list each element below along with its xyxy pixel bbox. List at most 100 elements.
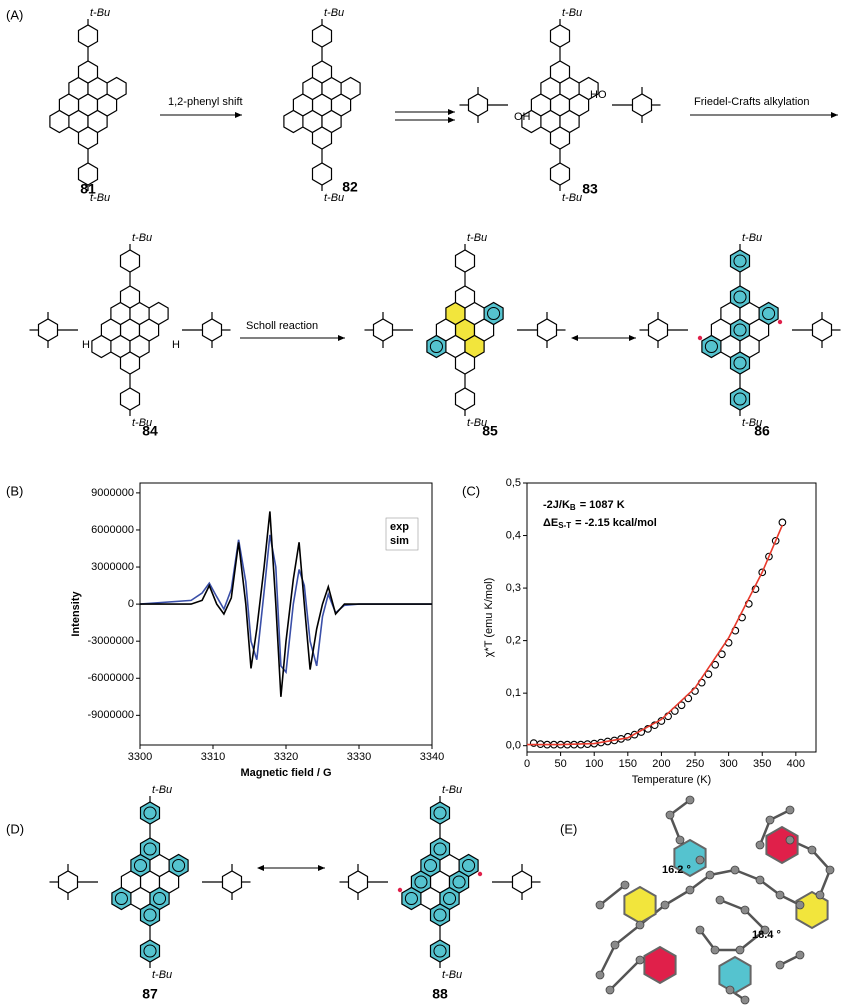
ring	[521, 109, 542, 134]
reaction-label: 1,2-phenyl shift	[168, 96, 243, 108]
ring	[429, 939, 451, 963]
x-tick-label: 100	[585, 758, 603, 770]
annotation: -2J/KB = 1087 K	[543, 499, 625, 512]
compound-number: 84	[142, 423, 158, 439]
data-point	[758, 568, 767, 577]
bond	[668, 814, 682, 841]
aromatic-ring	[433, 806, 447, 820]
substituent-label: t-Bu	[467, 232, 487, 244]
ring	[139, 939, 161, 963]
aromatic-ring	[733, 356, 747, 370]
x-tick-label: 150	[619, 758, 637, 770]
aromatic-ring	[143, 806, 157, 820]
bond	[811, 849, 831, 871]
ring	[77, 126, 99, 150]
atom	[785, 835, 795, 845]
ring	[647, 318, 669, 342]
panel-label: (E)	[560, 821, 577, 836]
substituent-label: t-Bu	[742, 417, 762, 429]
arrows	[160, 109, 838, 871]
atom	[710, 945, 720, 955]
x-axis-label: Temperature (K)	[632, 774, 711, 786]
bond	[739, 929, 766, 951]
y-tick-label: 0,2	[506, 635, 521, 647]
aromatic-ring	[143, 944, 157, 958]
aromatic-ring	[433, 944, 447, 958]
aromatic-ring	[429, 339, 443, 354]
annotation-text: ΔE	[543, 517, 558, 529]
compound-number: 81	[80, 181, 96, 197]
data-point	[630, 730, 639, 739]
x-tick-label: 3330	[347, 751, 371, 763]
substituent-label: t-Bu	[132, 417, 152, 429]
radical-dot	[397, 887, 403, 893]
y-tick-label: 0,5	[506, 477, 521, 489]
ring	[311, 162, 333, 186]
substituent-label: HO	[590, 89, 607, 101]
substituent-label: t-Bu	[442, 784, 462, 796]
aromatic-ring	[423, 858, 438, 873]
ring	[221, 870, 243, 894]
substituent-label: t-Bu	[562, 7, 582, 19]
atom	[605, 985, 615, 995]
atom	[765, 815, 775, 825]
x-tick-label: 0	[524, 758, 530, 770]
atom	[620, 880, 630, 890]
ring	[91, 334, 112, 359]
ring	[119, 285, 141, 309]
atom	[755, 840, 765, 850]
aromatic-ring	[172, 858, 186, 873]
ring	[77, 60, 99, 84]
y-tick-label: -9000000	[88, 709, 135, 721]
annotation-subscript: S-T	[558, 521, 571, 530]
ring	[765, 825, 799, 865]
atom	[740, 905, 750, 915]
y-tick-label: 9000000	[91, 487, 134, 499]
substituent-label: t-Bu	[742, 232, 762, 244]
ring	[701, 334, 722, 359]
panel-label: (A)	[6, 7, 23, 22]
ring	[729, 351, 751, 375]
bond	[734, 868, 761, 882]
ring	[340, 76, 361, 101]
bond	[664, 888, 691, 907]
x-tick-label: 400	[787, 758, 805, 770]
atom	[595, 900, 605, 910]
ring	[119, 351, 141, 375]
legend-entry: exp	[390, 521, 409, 533]
aromatic-ring	[433, 842, 447, 856]
ring	[139, 837, 161, 861]
ring	[454, 387, 476, 411]
data-point	[771, 536, 780, 545]
aromatic-ring	[404, 891, 418, 906]
ring	[549, 126, 571, 150]
ring	[811, 318, 833, 342]
ring	[549, 162, 571, 186]
ring	[467, 93, 489, 117]
y-tick-label: 0,1	[506, 687, 521, 699]
ring	[311, 60, 333, 84]
aromatic-ring	[487, 306, 501, 321]
atom	[825, 865, 835, 875]
radical-dot	[777, 319, 783, 325]
atom	[595, 970, 605, 980]
y-tick-label: -3000000	[88, 635, 135, 647]
ring	[119, 387, 141, 411]
data-point	[765, 552, 773, 561]
bond	[744, 909, 766, 931]
atom	[795, 950, 805, 960]
atom	[755, 875, 765, 885]
ring	[111, 886, 132, 911]
ring	[631, 93, 653, 117]
aromatic-ring	[414, 875, 428, 889]
substituent-label: t-Bu	[562, 192, 582, 204]
ring	[549, 24, 571, 48]
atom	[740, 995, 750, 1005]
ring	[426, 334, 447, 359]
substituent-label: H	[82, 339, 90, 351]
compound-number: 82	[342, 179, 358, 195]
ring	[454, 285, 476, 309]
atom	[775, 960, 785, 970]
ring	[429, 801, 451, 825]
